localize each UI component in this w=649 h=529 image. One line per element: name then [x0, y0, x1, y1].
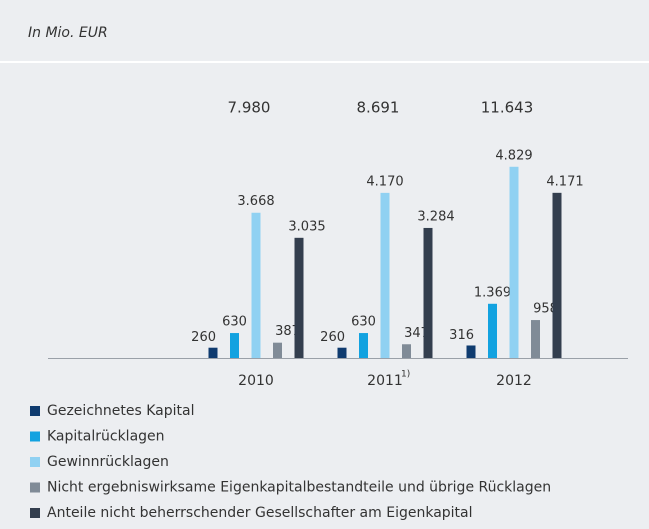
- legend-swatch: [30, 508, 40, 518]
- legend-label: Gezeichnetes Kapital: [47, 403, 194, 419]
- value-label: 630: [222, 315, 247, 330]
- value-label: 260: [191, 330, 216, 345]
- x-tick-label: 2010: [238, 373, 274, 389]
- bar: [208, 347, 218, 358]
- bar: [423, 227, 433, 358]
- bar: [337, 347, 347, 358]
- value-label: 3.035: [288, 219, 325, 234]
- footnote-marker: 1): [401, 370, 410, 380]
- total-label: 11.643: [481, 99, 534, 117]
- bar: [359, 333, 368, 358]
- value-label: 347: [404, 326, 429, 341]
- total-label: 7.980: [228, 99, 271, 117]
- total-label: 8.691: [357, 99, 400, 117]
- bar: [380, 192, 390, 358]
- value-label: 260: [320, 330, 345, 345]
- bar: [466, 345, 476, 358]
- bar: [402, 344, 411, 358]
- legend-swatch: [30, 431, 40, 442]
- value-label: 316: [449, 328, 474, 343]
- value-label: 387: [275, 324, 300, 339]
- legend-label: Kapitalrücklagen: [47, 429, 165, 445]
- value-label: 4.829: [495, 148, 532, 163]
- bar: [230, 333, 239, 358]
- bar: [531, 320, 540, 358]
- bar: [273, 342, 282, 358]
- legend-swatch: [30, 457, 40, 467]
- value-label: 3.284: [417, 209, 454, 224]
- x-tick-label: 2012: [496, 373, 532, 389]
- legend-label: Anteile nicht beherrschender Gesellschaf…: [47, 505, 473, 521]
- subtitle: In Mio. EUR: [28, 25, 108, 41]
- bar: [294, 237, 304, 358]
- value-label: 958: [533, 302, 558, 317]
- value-label: 3.668: [237, 194, 274, 209]
- bar: [251, 212, 261, 358]
- legend-swatch: [30, 482, 40, 493]
- value-label: 4.171: [546, 174, 583, 189]
- bar: [552, 192, 562, 358]
- value-label: 1.369: [474, 285, 511, 300]
- bar: [509, 166, 519, 358]
- legend-label: Nicht ergebniswirksame Eigenkapitalbesta…: [47, 480, 551, 496]
- legend-swatch: [30, 406, 40, 416]
- value-label: 630: [351, 315, 376, 330]
- legend-label: Gewinnrücklagen: [47, 454, 169, 470]
- bar: [488, 303, 497, 358]
- value-label: 4.170: [366, 174, 403, 189]
- x-tick-label: 2011: [367, 373, 403, 389]
